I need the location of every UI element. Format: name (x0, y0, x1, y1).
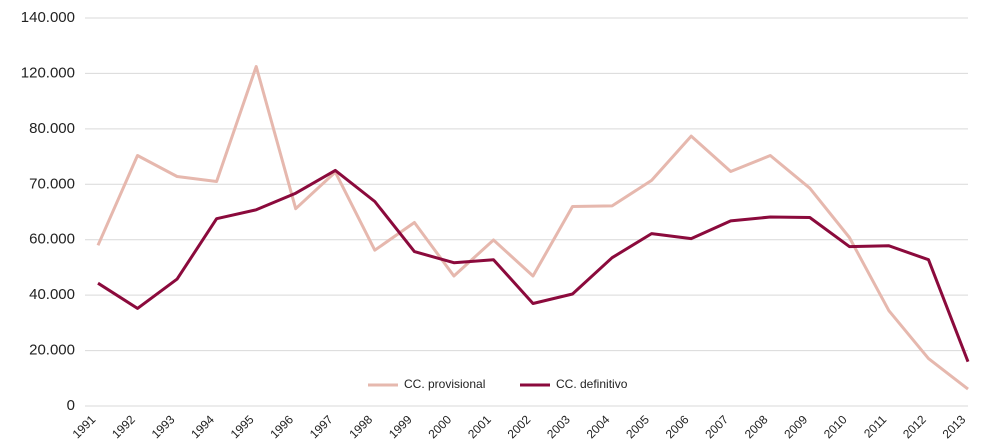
y-tick-label: 60.000 (29, 231, 75, 248)
x-tick-label: 1998 (346, 412, 375, 441)
x-tick-label: 2013 (940, 412, 969, 441)
series-line (97, 168, 970, 363)
series-line (96, 65, 969, 391)
x-tick-label: 2001 (465, 412, 494, 441)
x-tick-label: 2011 (861, 412, 889, 440)
x-tick-label: 1997 (307, 412, 336, 441)
y-tick-label: 0 (67, 397, 75, 414)
x-tick-label: 2005 (623, 412, 652, 441)
x-tick-label: 1991 (70, 412, 99, 441)
x-tick-label: 2002 (505, 412, 534, 441)
x-tick-label: 2004 (584, 412, 613, 441)
legend-label: CC. definitivo (556, 377, 628, 391)
y-tick-label: 40.000 (29, 286, 75, 303)
x-tick-label: 1993 (149, 412, 178, 441)
x-tick-label: 2012 (900, 412, 929, 441)
x-tick-label: 1992 (109, 412, 138, 441)
x-tick-label: 2007 (702, 412, 731, 441)
x-tick-label: 1996 (267, 412, 296, 441)
x-tick-label: 2003 (544, 412, 573, 441)
legend-label: CC. provisional (404, 377, 485, 391)
y-tick-label: 80.000 (29, 120, 75, 137)
y-tick-label: 140.000 (21, 9, 75, 26)
y-tick-label: 70.000 (29, 175, 75, 192)
x-tick-label: 1999 (386, 412, 415, 441)
x-tick-label: 2009 (781, 412, 810, 441)
x-tick-label: 2006 (663, 412, 692, 441)
x-tick-label: 1994 (188, 412, 217, 441)
x-tick-label: 2008 (742, 412, 771, 441)
y-tick-label: 20.000 (29, 342, 75, 359)
y-tick-label: 120.000 (21, 64, 75, 81)
x-tick-label: 2000 (425, 412, 454, 441)
x-tick-label: 1995 (228, 412, 257, 441)
x-tick-label: 2010 (821, 412, 850, 441)
